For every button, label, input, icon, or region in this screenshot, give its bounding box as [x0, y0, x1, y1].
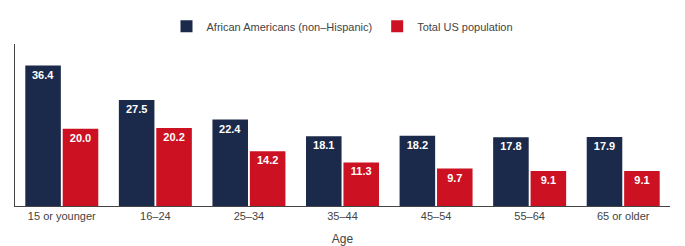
svg-text:45–54: 45–54 — [421, 210, 452, 222]
svg-text:17.9: 17.9 — [594, 140, 615, 152]
svg-text:25–34: 25–34 — [234, 210, 265, 222]
svg-text:16–24: 16–24 — [140, 210, 171, 222]
svg-text:14.2: 14.2 — [257, 154, 278, 166]
svg-text:15 or younger: 15 or younger — [28, 210, 96, 222]
svg-text:9.1: 9.1 — [541, 174, 556, 186]
svg-text:9.7: 9.7 — [447, 172, 462, 184]
svg-text:Age: Age — [332, 232, 354, 246]
svg-text:18.1: 18.1 — [313, 139, 334, 151]
svg-text:22.4: 22.4 — [219, 123, 241, 135]
svg-text:65 or older: 65 or older — [597, 210, 650, 222]
svg-text:55–64: 55–64 — [514, 210, 545, 222]
svg-text:36.4: 36.4 — [32, 69, 54, 81]
svg-text:20.0: 20.0 — [70, 132, 91, 144]
svg-text:11.3: 11.3 — [351, 165, 372, 177]
svg-text:African Americans (non–Hispani: African Americans (non–Hispanic) — [207, 21, 373, 33]
svg-text:27.5: 27.5 — [126, 103, 147, 115]
svg-text:9.1: 9.1 — [634, 174, 649, 186]
svg-text:18.2: 18.2 — [407, 139, 428, 151]
svg-text:17.8: 17.8 — [500, 140, 521, 152]
svg-text:Total US population: Total US population — [417, 21, 512, 33]
svg-text:20.2: 20.2 — [163, 131, 184, 143]
svg-text:35–44: 35–44 — [327, 210, 358, 222]
